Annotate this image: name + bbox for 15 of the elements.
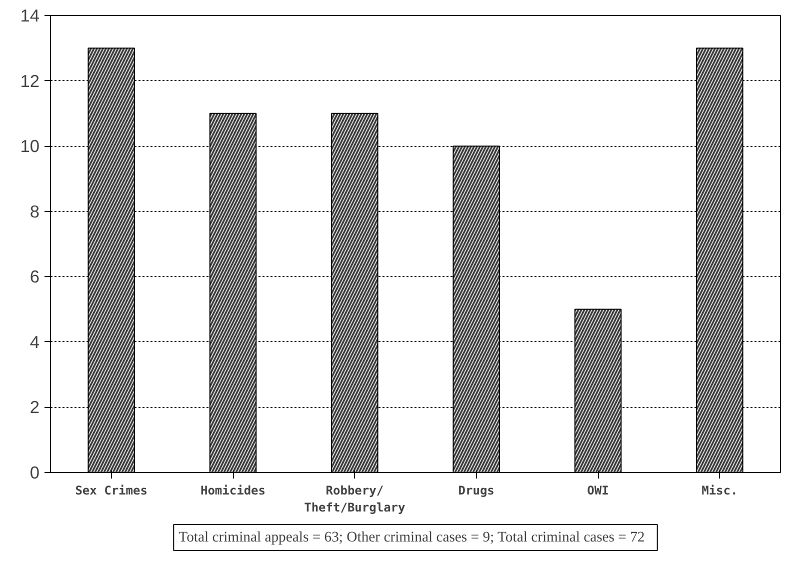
x-tick-label: Sex Crimes xyxy=(75,484,148,498)
x-tick-label: Robbery/ Theft/Burglary xyxy=(304,484,406,514)
y-tick-label: 0 xyxy=(30,462,40,482)
x-tick-label: Misc. xyxy=(702,484,738,498)
x-tick-label: Drugs xyxy=(458,484,494,498)
text: Total criminal appeals = 63; Other criminal cases = 9; Total criminal cases = 72 xyxy=(178,530,645,546)
x-tick-label: OWI xyxy=(587,484,609,498)
x-tick-label: Homicides xyxy=(200,484,266,498)
y-tick-label: 4 xyxy=(30,332,40,352)
y-tick-label: 12 xyxy=(20,70,40,91)
y-tick-label: 8 xyxy=(30,201,40,222)
y-tick-label: 10 xyxy=(20,136,40,156)
y-tick-label: 2 xyxy=(30,397,40,418)
y-tick-label: 14 xyxy=(20,6,40,26)
y-tick-label: 6 xyxy=(30,266,40,287)
